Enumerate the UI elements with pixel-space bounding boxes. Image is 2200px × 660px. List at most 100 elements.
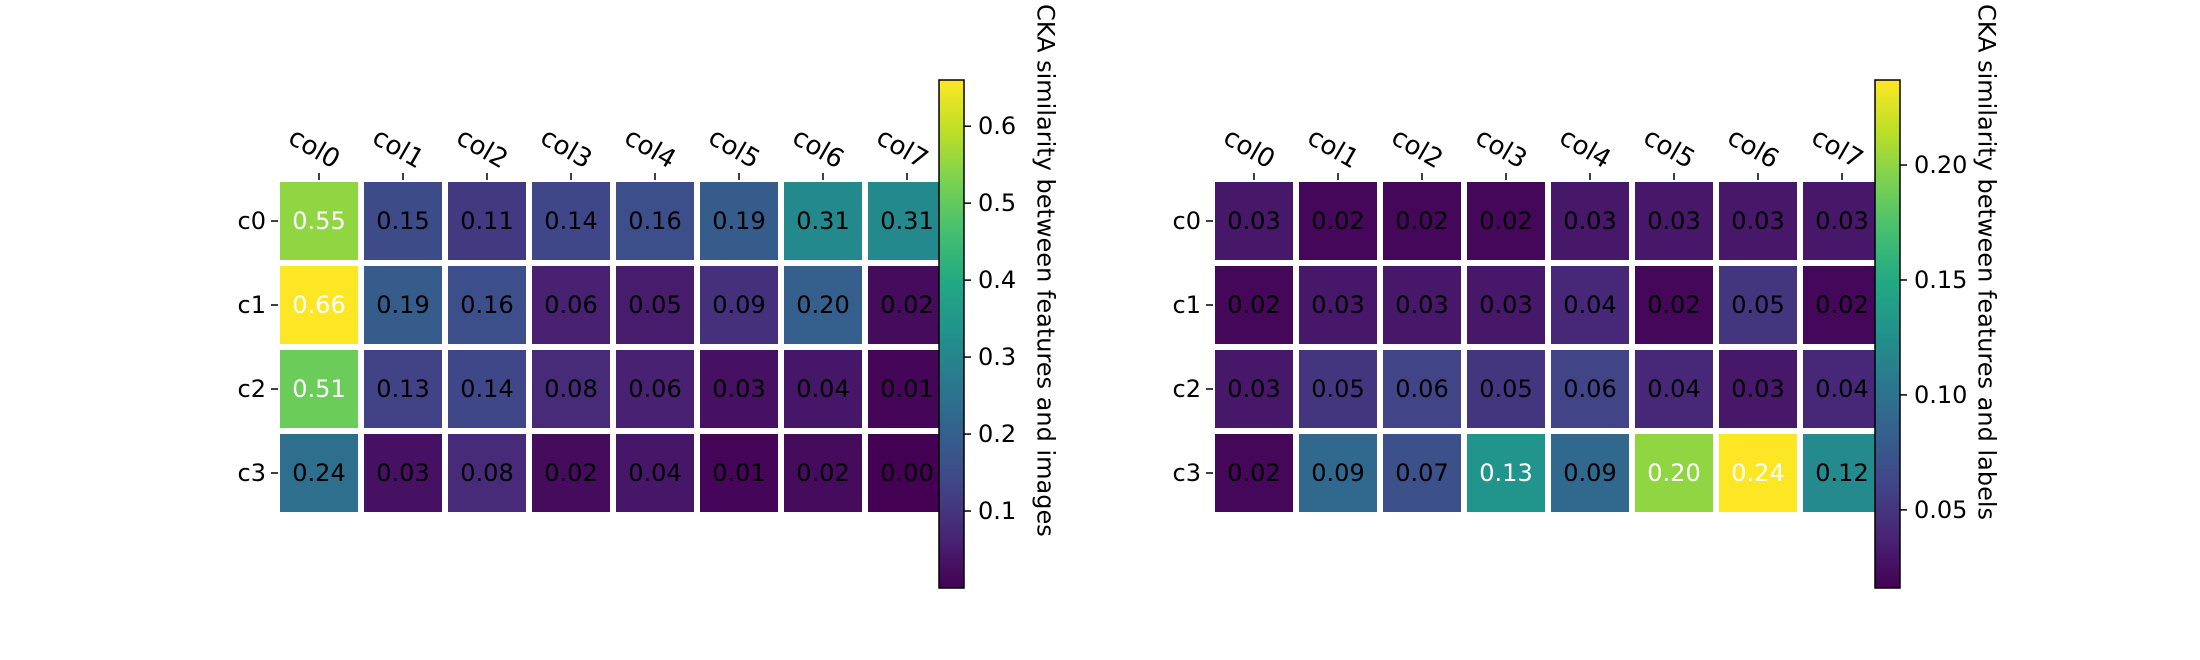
heatmap-cell (1467, 434, 1545, 512)
heatmap-cell (1551, 350, 1629, 428)
cell-value-label: 0.06 (1563, 375, 1616, 403)
cell-value-label: 0.51 (292, 375, 345, 403)
heatmap-cell (1215, 182, 1293, 260)
heatmap-cell (1803, 350, 1881, 428)
heatmap-cell (1719, 266, 1797, 344)
cell-value-label: 0.55 (292, 207, 345, 235)
heatmap-cell (1551, 266, 1629, 344)
heatmap-cell (616, 266, 694, 344)
heatmap-cell (1467, 182, 1545, 260)
cell-value-label: 0.14 (544, 207, 597, 235)
row-label: c1 (1173, 291, 1201, 319)
cell-value-label: 0.24 (1731, 459, 1784, 487)
cell-value-label: 0.09 (1311, 459, 1364, 487)
cell-value-label: 0.03 (376, 459, 429, 487)
cell-value-label: 0.04 (1563, 291, 1616, 319)
heatmap-cell (1299, 434, 1377, 512)
column-label: col0 (1218, 122, 1280, 175)
cell-value-label: 0.03 (1647, 207, 1700, 235)
cell-value-label: 0.02 (1227, 459, 1280, 487)
cell-value-label: 0.06 (628, 375, 681, 403)
heatmap-cell (280, 266, 358, 344)
cell-value-label: 0.08 (544, 375, 597, 403)
row-label: c3 (238, 459, 266, 487)
cell-value-label: 0.03 (1227, 207, 1280, 235)
column-label: col4 (619, 122, 681, 175)
cell-value-label: 0.05 (1311, 375, 1364, 403)
cell-value-label: 0.03 (1731, 375, 1784, 403)
colorbar-tick-label: 0.3 (978, 343, 1016, 371)
heatmap-cell (1719, 434, 1797, 512)
cell-value-label: 0.66 (292, 291, 345, 319)
cell-value-label: 0.02 (544, 459, 597, 487)
heatmap-cell (1299, 182, 1377, 260)
cell-value-label: 0.02 (1395, 207, 1448, 235)
heatmap-cell (1299, 350, 1377, 428)
colorbar (938, 79, 965, 589)
column-label: col3 (1470, 122, 1532, 175)
colorbar-tick-label: 0.15 (1914, 266, 1967, 294)
cell-value-label: 0.01 (712, 459, 765, 487)
heatmap-cell (1299, 266, 1377, 344)
row-label: c1 (238, 291, 266, 319)
colorbar-tick-label: 0.1 (978, 497, 1016, 525)
heatmap-cell (1551, 182, 1629, 260)
cell-value-label: 0.02 (796, 459, 849, 487)
colorbar-tick-label: 0.20 (1914, 151, 1967, 179)
row-label: c2 (1173, 375, 1201, 403)
colorbar-tick-label: 0.5 (978, 189, 1016, 217)
cell-value-label: 0.20 (1647, 459, 1700, 487)
heatmap-cell (364, 434, 442, 512)
cell-value-label: 0.12 (1815, 459, 1868, 487)
heatmap-cell (616, 434, 694, 512)
heatmap-cell (868, 182, 946, 260)
cell-value-label: 0.03 (1395, 291, 1448, 319)
cell-value-label: 0.31 (880, 207, 933, 235)
column-label: col3 (535, 122, 597, 175)
column-label: col2 (451, 122, 513, 175)
heatmap-cell (364, 350, 442, 428)
heatmap-cell (532, 182, 610, 260)
column-label: col7 (1806, 122, 1868, 175)
cell-value-label: 0.02 (1479, 207, 1532, 235)
colorbar-label: CKA similarity between features and labe… (1972, 4, 2000, 520)
heatmap-cell (1803, 434, 1881, 512)
cell-value-label: 0.14 (460, 375, 513, 403)
cell-value-label: 0.07 (1395, 459, 1448, 487)
heatmap-cell (1383, 266, 1461, 344)
cell-value-label: 0.04 (796, 375, 849, 403)
heatmap-cell (532, 434, 610, 512)
column-label: col6 (787, 122, 849, 175)
colorbar-tick-label: 0.2 (978, 420, 1016, 448)
heatmap-cell (1635, 266, 1713, 344)
heatmap-cell (1467, 266, 1545, 344)
colorbar-label: CKA similarity between features and imag… (1031, 4, 1059, 537)
heatmap-cell (1635, 182, 1713, 260)
cell-value-label: 0.19 (712, 207, 765, 235)
heatmap-cell (280, 182, 358, 260)
row-label: c2 (238, 375, 266, 403)
column-label: col7 (871, 122, 933, 175)
colorbar-tick-label: 0.05 (1914, 496, 1967, 524)
heatmap-cell (616, 182, 694, 260)
column-label: col5 (703, 122, 765, 175)
heatmap-cell (1803, 182, 1881, 260)
heatmap-cell (784, 266, 862, 344)
cell-value-label: 0.08 (460, 459, 513, 487)
heatmap-cell (1719, 350, 1797, 428)
heatmap-cell (1803, 266, 1881, 344)
cell-value-label: 0.24 (292, 459, 345, 487)
heatmap-cell (700, 350, 778, 428)
column-label: col6 (1722, 122, 1784, 175)
heatmap-panel-1: 0.55 0.15 0.11 0.14 0.16 0.19 0.31 0.31 0.66 0.19… (238, 4, 1059, 589)
heatmap-cell (364, 266, 442, 344)
heatmap-cell (1551, 434, 1629, 512)
colorbar-tick-label: 0.10 (1914, 381, 1967, 409)
heatmap-cell (448, 350, 526, 428)
heatmap-cell (1215, 350, 1293, 428)
cell-value-label: 0.03 (1479, 291, 1532, 319)
heatmap-panel-2: 0.03 0.02 0.02 0.02 0.03 0.03 0.03 0.03 0.02 0.03… (1173, 4, 2000, 589)
cell-value-label: 0.02 (1311, 207, 1364, 235)
cell-value-label: 0.09 (1563, 459, 1616, 487)
heatmap-cell (868, 266, 946, 344)
